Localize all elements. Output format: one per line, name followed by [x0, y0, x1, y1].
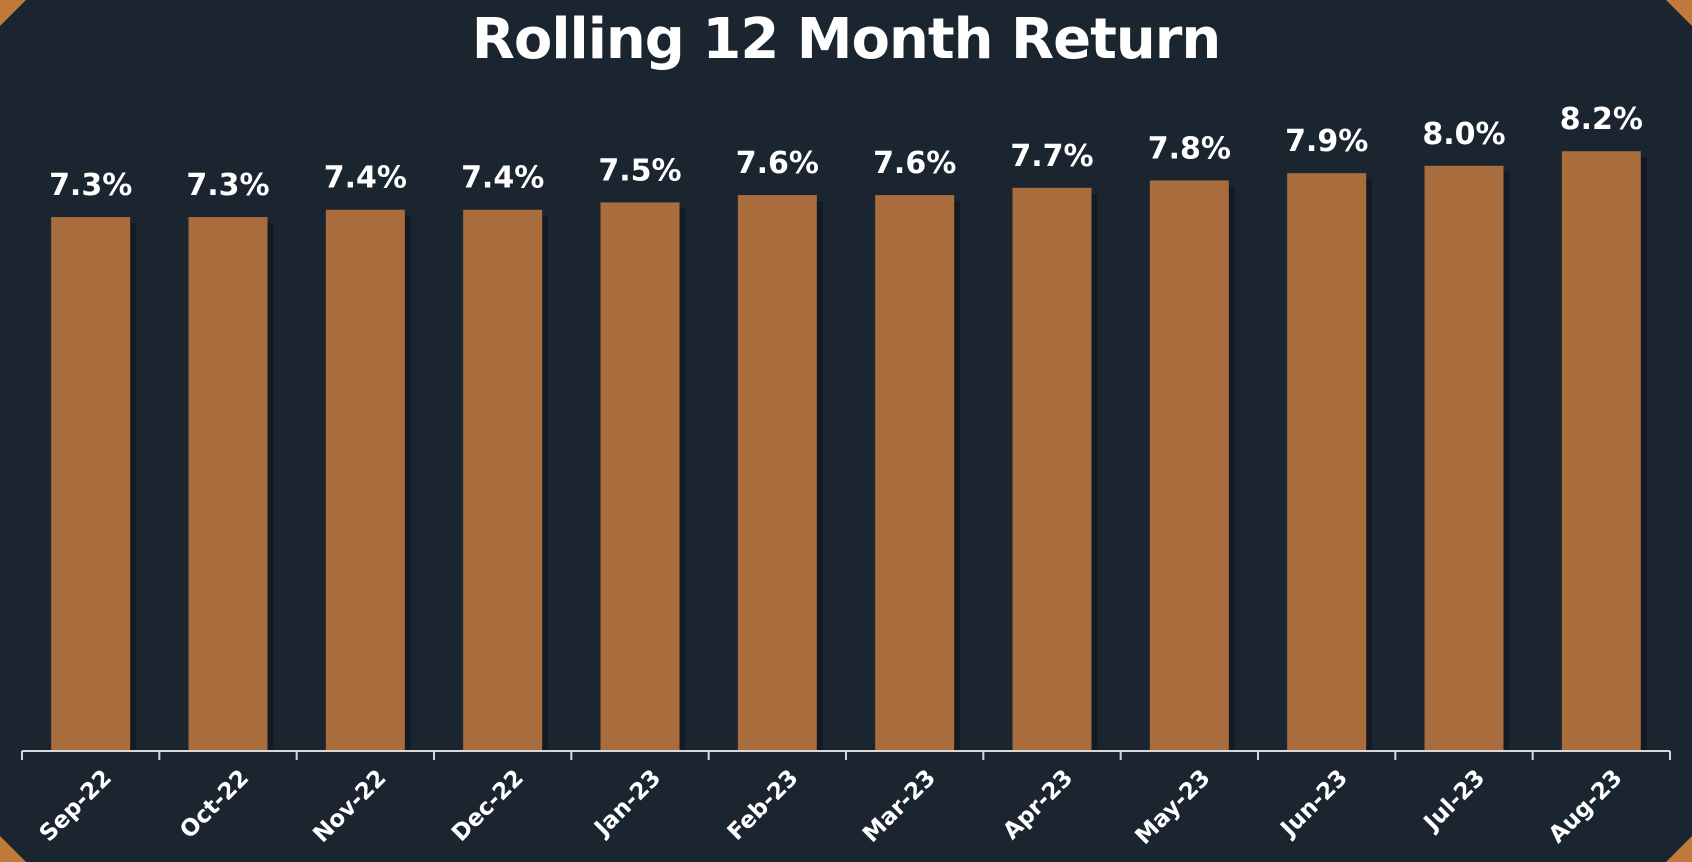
bars-layer [51, 151, 1647, 752]
x-axis-ticks [21, 751, 1671, 760]
bar-sep-22 [51, 217, 131, 752]
data-label: 7.3% [49, 168, 132, 203]
data-label: 7.5% [598, 153, 681, 188]
data-labels-layer: 7.3% 7.3% 7.4% 7.4% 7.5% 7.6% 7.6% 7.7% 7.8% 7.9%… [49, 102, 1643, 203]
bar-apr-23 [1012, 187, 1092, 752]
data-label: 7.8% [1148, 131, 1231, 166]
x-axis-tick-labels: Sep-22 Oct-22 Nov-22 Dec-22 Jan-23 Feb-23 Mar-… [35, 765, 1628, 850]
bar-aug-23 [1561, 151, 1641, 751]
x-tick-label: Apr-23 [998, 765, 1078, 845]
bar-may-23 [1149, 180, 1229, 751]
x-tick-label: Feb-23 [723, 765, 804, 846]
x-tick-label: Dec-22 [447, 765, 529, 847]
chart-title: Rolling 12 Month Return [471, 7, 1221, 72]
bar-jun-23 [1287, 173, 1367, 752]
x-tick-label: Sep-22 [35, 765, 117, 847]
x-tick-label: Jul-23 [1418, 765, 1490, 837]
x-tick-label: Oct-22 [175, 765, 254, 844]
bar-feb-23 [737, 195, 817, 751]
data-label: 7.4% [324, 161, 407, 196]
data-label: 8.2% [1560, 102, 1643, 137]
bar-nov-22 [325, 209, 405, 751]
bar-mar-23 [875, 195, 955, 751]
x-tick-label: Nov-22 [308, 765, 391, 848]
data-label: 7.4% [461, 161, 544, 196]
data-label: 7.9% [1285, 124, 1368, 159]
data-label: 7.7% [1010, 139, 1093, 174]
x-tick-label: Mar-23 [858, 765, 941, 848]
data-label: 7.6% [873, 146, 956, 181]
bar-oct-22 [188, 217, 268, 752]
x-tick-label: Jan-23 [588, 765, 666, 843]
bar-dec-22 [463, 209, 543, 751]
x-tick-label: Jun-23 [1275, 765, 1353, 843]
data-label: 8.0% [1422, 117, 1505, 152]
x-tick-label: May-23 [1131, 765, 1216, 850]
bar-jan-23 [600, 202, 680, 752]
data-label: 7.6% [736, 146, 819, 181]
bar-jul-23 [1424, 165, 1504, 751]
data-label: 7.3% [186, 168, 269, 203]
x-tick-label: Aug-23 [1544, 765, 1628, 849]
